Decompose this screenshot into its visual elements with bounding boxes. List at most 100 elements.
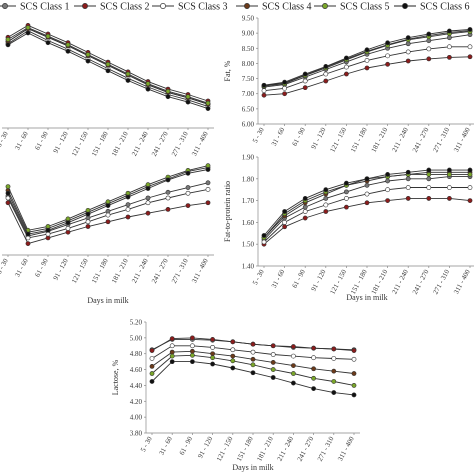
legend-marker-5 bbox=[322, 3, 328, 9]
milk-series-5-point-3 bbox=[45, 33, 51, 39]
protein-series-2-point-8 bbox=[145, 210, 151, 216]
lactose-xtick-label-6: 181 - 210 bbox=[255, 435, 275, 463]
fat-series-2-point-3 bbox=[302, 85, 308, 91]
milk-series-6-point-6 bbox=[105, 68, 111, 74]
milk-series-5-point-6 bbox=[105, 61, 111, 67]
lactose-ylabel: Lactose, % bbox=[111, 359, 120, 395]
chart-ratio: 1.40 1.50 1.60 1.70 1.80 1.90 Fat-to-protein r… bbox=[223, 154, 474, 302]
protein-series-6-point-10 bbox=[185, 170, 191, 176]
lactose-ytick-label-1: 4.00 bbox=[130, 414, 143, 422]
fat-series-2-point-1 bbox=[261, 92, 267, 98]
protein-xtick-label-7: 211 - 240 bbox=[130, 257, 150, 285]
milk-series-6-point-1 bbox=[5, 42, 11, 48]
fat-xtick-label-2: 61 - 90 bbox=[291, 126, 308, 148]
milk-xtick-label-6: 181 - 210 bbox=[110, 130, 130, 158]
lactose-series-3-point-3 bbox=[189, 343, 195, 349]
ratio-series-2-point-7 bbox=[385, 198, 390, 203]
protein-series-2-point-9 bbox=[165, 206, 171, 212]
protein-series-2-point-5 bbox=[85, 224, 91, 229]
lactose-series-2-point-5 bbox=[230, 339, 236, 345]
milk-series-6-point-4 bbox=[65, 48, 71, 54]
protein-xtick-label-8: 241 - 270 bbox=[150, 257, 170, 285]
fat-series-6-point-11 bbox=[467, 27, 473, 32]
lactose-series-3-point-6 bbox=[250, 349, 256, 355]
milk-xtick-label-7: 211 - 240 bbox=[130, 130, 150, 158]
milk-series-5-point-1 bbox=[5, 37, 11, 42]
lactose-series-6-point-3 bbox=[189, 359, 195, 365]
milk-series-6-point-2 bbox=[25, 30, 31, 36]
lactose-series-6-point-9 bbox=[311, 386, 316, 391]
lactose-series-2-point-7 bbox=[270, 343, 276, 349]
ratio-series-2-point-8 bbox=[405, 196, 411, 201]
protein-series-1-point-9 bbox=[165, 189, 171, 195]
lactose-series-2-point-8 bbox=[290, 344, 296, 349]
lactose-xtick-label-3: 91 - 120 bbox=[196, 435, 214, 460]
legend-marker-6 bbox=[402, 3, 408, 9]
lactose-series-2-point-4 bbox=[210, 337, 215, 342]
fat-xtick-label-0: 5 - 30 bbox=[251, 126, 266, 145]
fat-series-6-line bbox=[263, 29, 471, 86]
protein-xtick-label-0: 5 - 30 bbox=[0, 257, 10, 276]
fat-series-2-point-2 bbox=[282, 91, 287, 97]
lactose-ytick-label-2: 4.20 bbox=[130, 398, 143, 406]
protein-xlabel: Days in milk bbox=[87, 296, 128, 305]
ratio-series-6-point-7 bbox=[385, 172, 390, 177]
protein-series-5-point-1 bbox=[5, 184, 11, 189]
lactose-series-4-point-1 bbox=[149, 363, 155, 369]
fat-xtick-label-4: 121 - 150 bbox=[328, 126, 348, 154]
lactose-series-5-point-5 bbox=[230, 358, 236, 364]
lactose-xtick-label-1: 31 - 60 bbox=[158, 435, 175, 457]
protein-xtick-label-9: 271 - 310 bbox=[170, 257, 190, 285]
lactose-series-4-point-3 bbox=[189, 348, 195, 354]
protein-series-3-point-4 bbox=[65, 225, 71, 231]
fat-ytick-label-0: 6.00 bbox=[242, 121, 255, 129]
ratio-series-1-point-8 bbox=[405, 176, 411, 182]
legend-label-3: SCS Class 3 bbox=[178, 2, 227, 13]
fat-series-6-point-3 bbox=[302, 71, 308, 77]
ratio-series-6-point-10 bbox=[446, 167, 452, 173]
milk-series-6-point-3 bbox=[45, 40, 51, 46]
chart-protein: 5 - 30 31 - 60 61 - 90 91 - 120 121 - 150 151… bbox=[0, 163, 214, 305]
milk-xtick-label-1: 31 - 60 bbox=[13, 130, 30, 152]
fat-xtick-label-3: 91 - 120 bbox=[310, 126, 328, 151]
ratio-ytick-label-3: 1.70 bbox=[242, 197, 255, 205]
protein-series-6-point-2 bbox=[25, 231, 31, 237]
lactose-series-3-point-11 bbox=[351, 356, 357, 362]
legend-label-5: SCS Class 5 bbox=[340, 2, 389, 13]
ratio-series-3-point-4 bbox=[323, 202, 329, 208]
ratio-series-1-point-6 bbox=[364, 182, 370, 188]
milk-series-5-point-2 bbox=[25, 25, 31, 30]
chart-lactose: 3.80 4.00 4.20 4.40 4.60 4.80 5.00 5.20 Lactose,… bbox=[111, 319, 360, 472]
protein-xtick-label-5: 151 - 180 bbox=[90, 257, 110, 285]
fat-series-3-point-4 bbox=[323, 71, 329, 77]
chart-fat: 6.00 6.50 7.00 7.50 8.00 8.50 9.00 9.50 Fat, % 5 … bbox=[223, 15, 474, 154]
fat-series-2-point-5 bbox=[343, 71, 349, 77]
lactose-series-3-point-1 bbox=[149, 356, 155, 361]
fat-ytick-label-6: 9.00 bbox=[242, 30, 255, 38]
ratio-series-2-point-2 bbox=[282, 224, 287, 230]
protein-series-6-point-5 bbox=[85, 211, 91, 217]
fat-series-6-point-6 bbox=[364, 47, 370, 53]
ratio-series-2-point-6 bbox=[364, 200, 370, 206]
lactose-series-3-point-9 bbox=[311, 355, 316, 361]
protein-xtick-label-10: 311 - 400 bbox=[190, 257, 210, 285]
fat-series-6-point-9 bbox=[426, 31, 432, 37]
fat-series-1-point-8 bbox=[405, 41, 411, 47]
legend-label-1: SCS Class 1 bbox=[20, 2, 69, 13]
protein-series-2-point-7 bbox=[125, 214, 131, 220]
ratio-ytick-label-5: 1.90 bbox=[242, 154, 255, 162]
ratio-ytick-label-4: 1.80 bbox=[242, 175, 255, 183]
milk-series-5-point-10 bbox=[185, 94, 191, 100]
fat-series-2-point-11 bbox=[467, 54, 473, 60]
ratio-series-5-point-11 bbox=[467, 172, 473, 177]
fat-series-3-point-11 bbox=[467, 44, 473, 50]
milk-series-5-point-4 bbox=[65, 42, 71, 48]
lactose-series-4-point-6 bbox=[250, 356, 256, 362]
lactose-series-3-point-8 bbox=[290, 353, 296, 359]
lactose-series-6-point-6 bbox=[250, 370, 256, 376]
ratio-series-3-point-6 bbox=[364, 191, 370, 197]
lactose-xlabel: Days in milk bbox=[232, 463, 273, 472]
protein-series-2-point-2 bbox=[25, 241, 31, 246]
ratio-series-5-point-10 bbox=[446, 172, 452, 177]
lactose-xtick-label-5: 151 - 180 bbox=[235, 435, 255, 463]
